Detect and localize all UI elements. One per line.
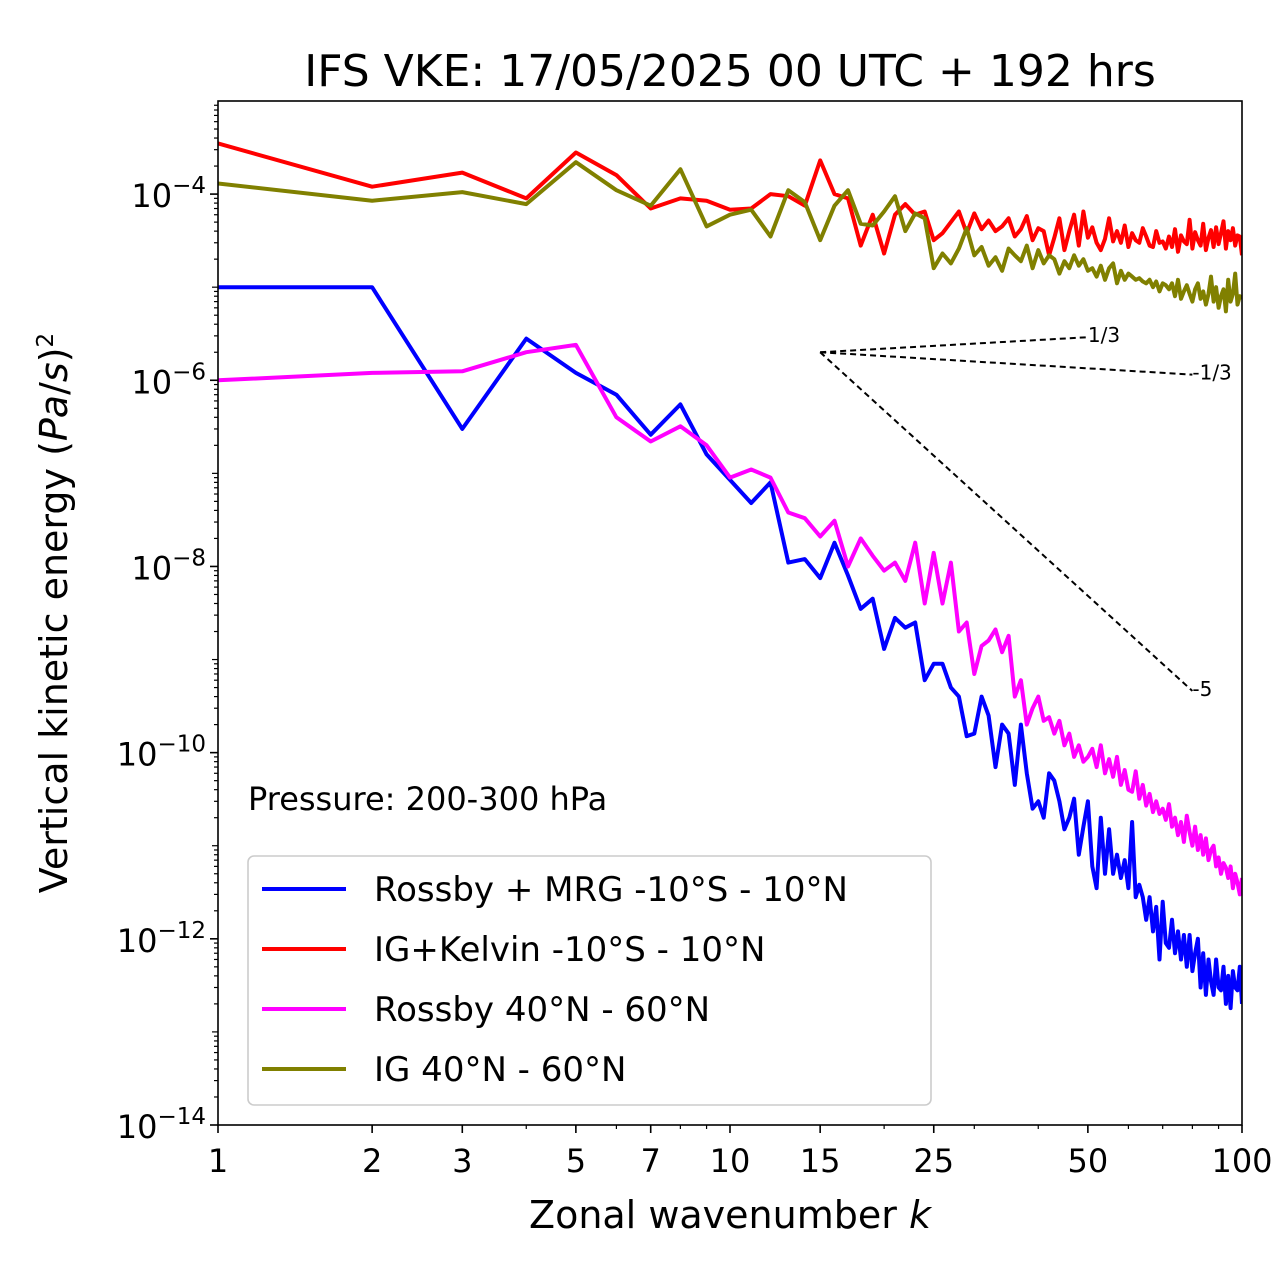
x-tick-label: 7 <box>641 1142 661 1180</box>
series-line-0 <box>218 285 1242 1011</box>
series-line-1 <box>218 141 1242 258</box>
x-tick-label: 50 <box>1068 1142 1109 1180</box>
x-tick-label: 1 <box>208 1142 228 1180</box>
x-axis-label: Zonal wavenumber k <box>529 1193 933 1237</box>
x-axis-ticks: 1 2 3 5 7 10 15 25 50 100 <box>208 1125 1273 1180</box>
legend-label-2: Rossby 40°N - 60°N <box>374 990 710 1030</box>
series-line-3 <box>218 160 1242 314</box>
slope-line-0 <box>820 336 1088 354</box>
slope-label-0: 1/3 <box>1088 323 1120 347</box>
y-tick-label: 10−14 <box>117 1104 206 1146</box>
legend-box <box>247 855 932 1106</box>
slope-line-1 <box>820 351 1193 376</box>
y-tick-label: 10−12 <box>117 918 206 960</box>
reference-slopes: 1/3 -1/3 -5 <box>819 323 1232 701</box>
slope-label-2: -5 <box>1192 677 1212 701</box>
legend-label-0: Rossby + MRG -10°S - 10°N <box>374 870 848 910</box>
legend-label-3: IG 40°N - 60°N <box>374 1050 626 1090</box>
x-tick-label: 10 <box>710 1142 751 1180</box>
y-axis-ticks: 10−4 10−6 10−8 10−10 10−12 10−14 <box>117 104 218 1146</box>
series-line-2 <box>218 342 1242 897</box>
y-tick-label: 10−4 <box>131 173 206 215</box>
y-tick-label: 10−6 <box>131 359 206 401</box>
y-axis-label: Vertical kinetic energy (Pa/s)2 <box>32 333 76 893</box>
x-tick-label: 100 <box>1211 1142 1272 1180</box>
x-tick-label: 3 <box>452 1142 472 1180</box>
legend: Rossby + MRG -10°S - 10°N IG+Kelvin -10°S… <box>247 855 932 1106</box>
x-tick-label: 2 <box>362 1142 382 1180</box>
x-tick-label: 25 <box>913 1142 954 1180</box>
legend-label-1: IG+Kelvin -10°S - 10°N <box>374 930 765 970</box>
x-tick-label: 15 <box>800 1142 841 1180</box>
pressure-annotation: Pressure: 200-300 hPa <box>248 780 607 818</box>
series-layer <box>218 141 1242 1011</box>
slope-label-1: -1/3 <box>1192 361 1231 385</box>
x-tick-label: 5 <box>566 1142 586 1180</box>
slope-line-2 <box>819 351 1194 692</box>
y-tick-label: 10−8 <box>131 545 206 587</box>
y-tick-label: 10−10 <box>117 732 206 774</box>
chart-title: IFS VKE: 17/05/2025 00 UTC + 192 hrs <box>304 46 1156 97</box>
